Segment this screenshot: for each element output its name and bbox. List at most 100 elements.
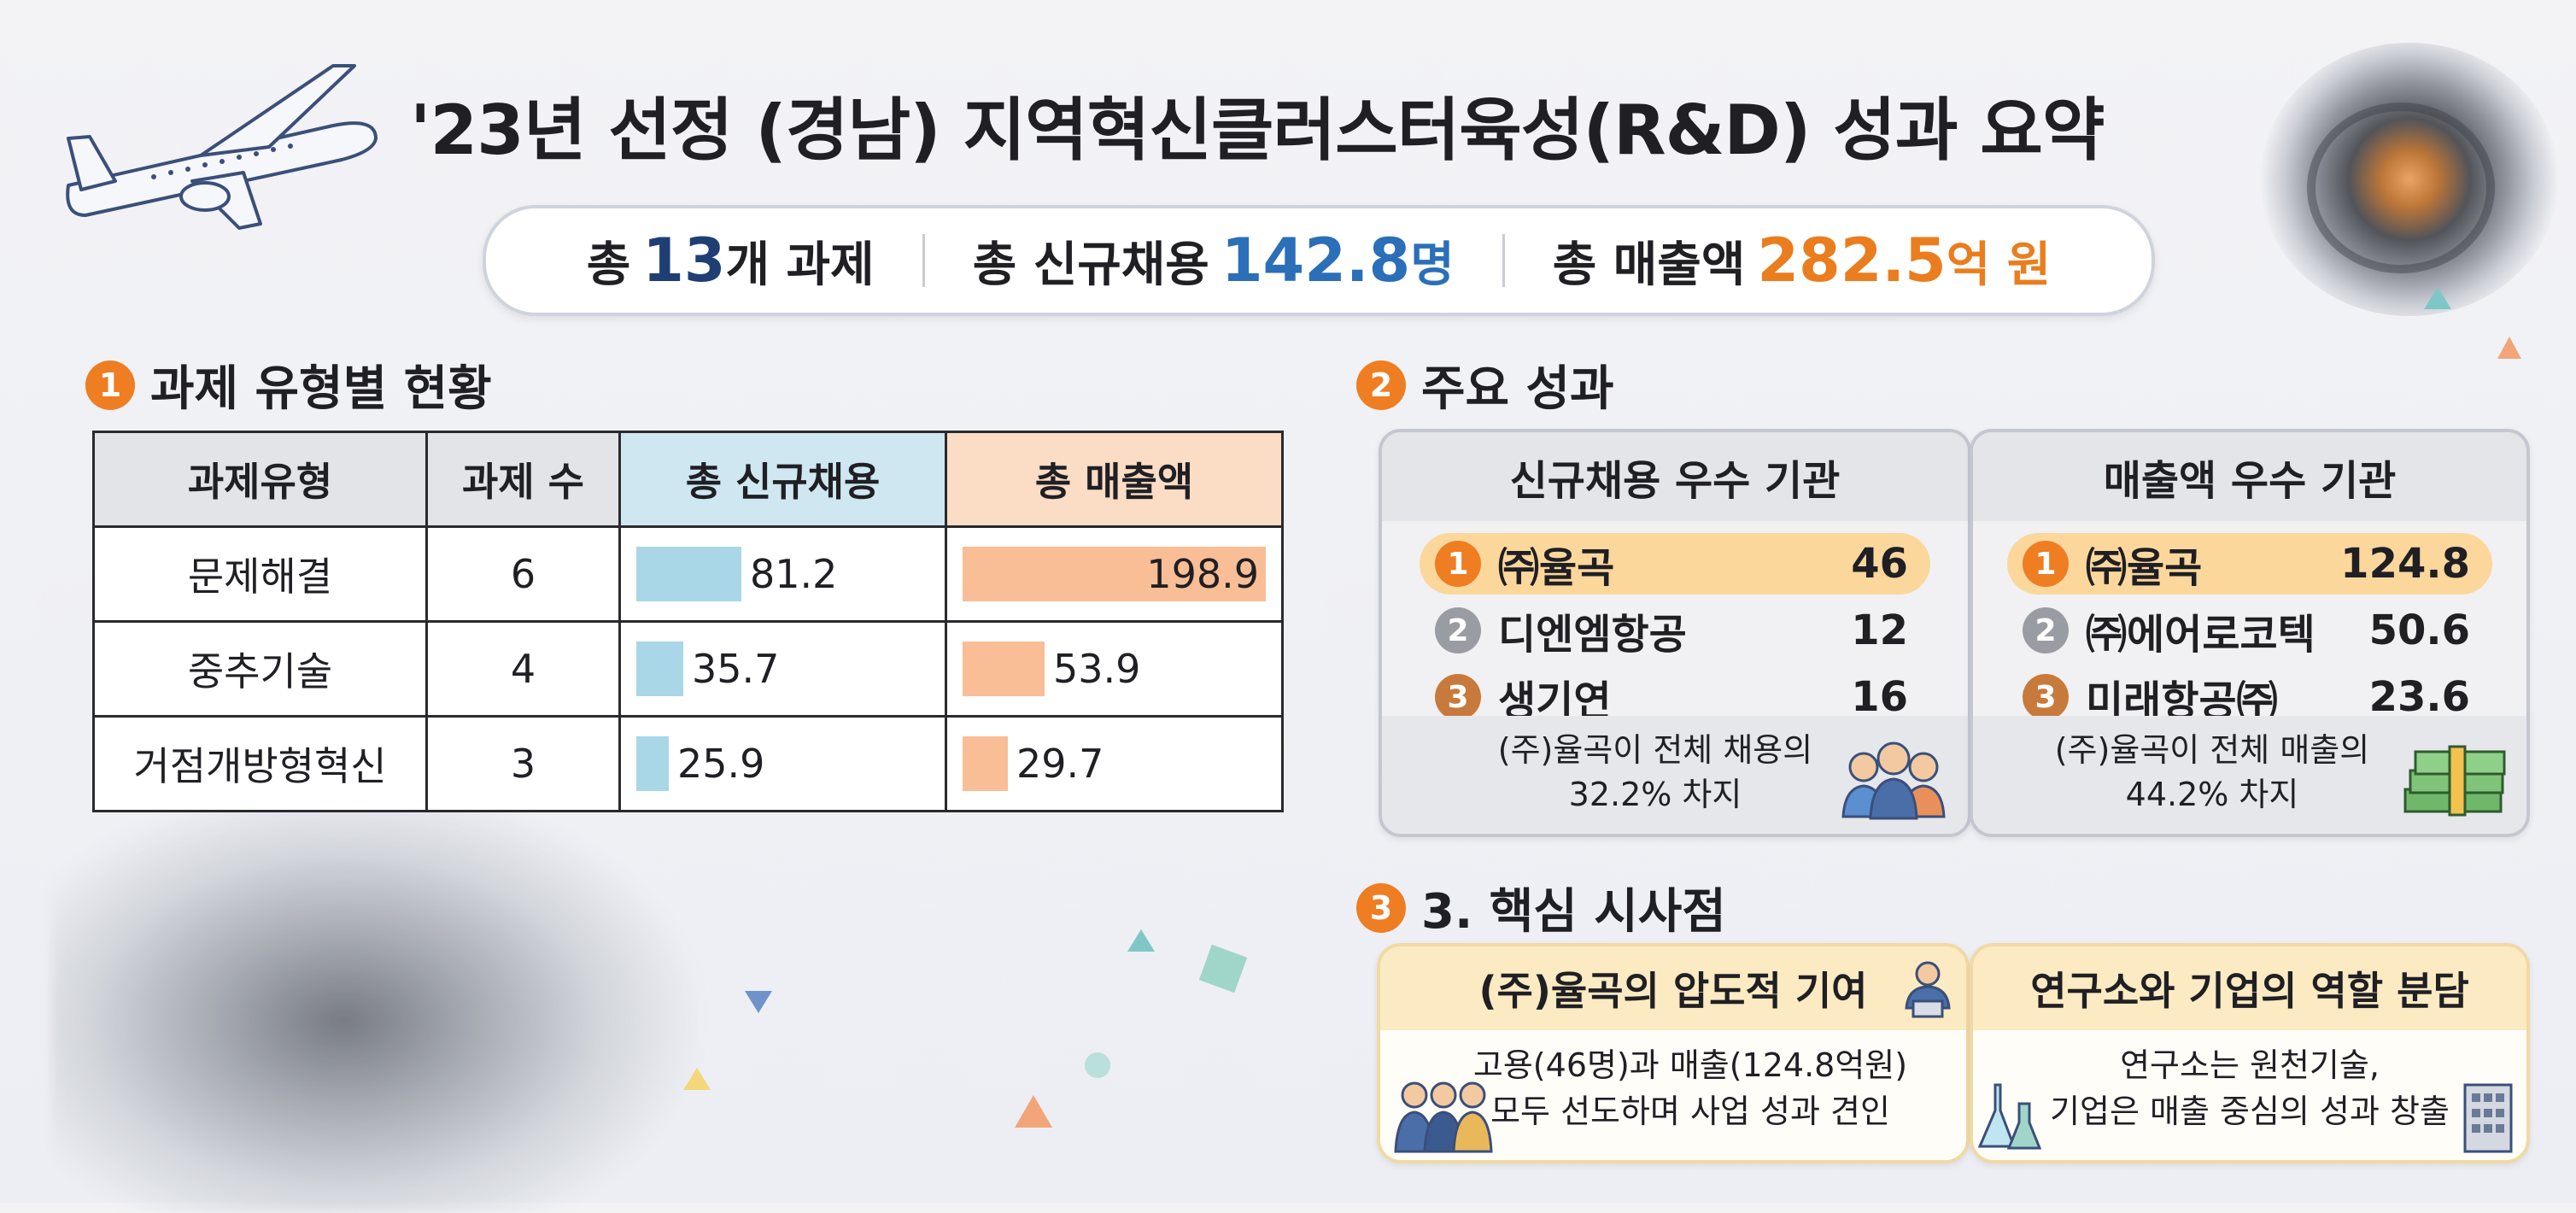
hires-value: 35.7 — [692, 646, 780, 692]
worker-icon — [1905, 961, 1951, 1018]
deco-triangle — [1015, 1095, 1052, 1128]
task-type-table: 과제유형 과제 수 총 신규채용 총 매출액 문제해결 6 81.2 198.9… — [92, 431, 1284, 812]
summary-hires-label: 총 신규채용 — [972, 237, 1209, 293]
building-icon — [2463, 1083, 2513, 1153]
deco-dot — [1085, 1052, 1110, 1078]
section-title: 과제 유형별 현황 — [150, 361, 492, 417]
cell-type: 문제해결 — [92, 525, 428, 623]
cell-hires: 25.9 — [618, 715, 947, 812]
summary-sales-unit: 억 원 — [1946, 237, 2052, 293]
insight-card-yulgok: (주)율곡의 압도적 기여 고용(46명)과 매출(124.8억원) 모두 선도… — [1377, 943, 1970, 1163]
cell-sales: 29.7 — [945, 715, 1284, 812]
cell-count: 6 — [425, 525, 621, 623]
cell-sales: 198.9 — [945, 525, 1284, 623]
sales-value: 198.9 — [1146, 551, 1259, 597]
summary-tasks-unit: 개 과제 — [725, 237, 875, 293]
section-badge: 3 — [1356, 882, 1406, 933]
sales-bar — [963, 736, 1008, 791]
hiring-rank-list: 1 ㈜율곡 46 2 디엔엠항공 12 3 생기연 16 — [1382, 521, 1968, 728]
sales-bar — [963, 642, 1045, 696]
cell-type: 중추기술 — [92, 620, 428, 718]
rank-badge: 2 — [2023, 607, 2069, 653]
rank-item: 1 ㈜율곡 124.8 — [2007, 533, 2492, 595]
table-row: 문제해결 6 81.2 198.9 — [92, 525, 1284, 623]
hiring-top-card: 신규채용 우수 기관 1 ㈜율곡 46 2 디엔엠항공 12 3 생기연 16 … — [1379, 429, 1971, 837]
note-line: 44.2% 차지 — [2125, 776, 2299, 813]
rank-item: 2 ㈜에어로코텍 50.6 — [2007, 600, 2492, 661]
deco-triangle — [683, 1068, 711, 1090]
table-header-sales: 총 매출액 — [945, 431, 1284, 528]
cell-sales: 53.9 — [945, 620, 1284, 718]
summary-bar: 총 13 개 과제 총 신규채용 142.8 명 총 매출액 282.5 억 원 — [483, 205, 2155, 316]
summary-tasks: 총 13 개 과제 — [539, 226, 922, 296]
rank-value: 124.8 — [2340, 540, 2470, 588]
summary-hires: 총 신규채용 142.8 명 — [925, 226, 1502, 296]
sales-rank-list: 1 ㈜율곡 124.8 2 ㈜에어로코텍 50.6 3 미래항공㈜ 23.6 — [1973, 521, 2526, 728]
rank-badge: 1 — [1435, 541, 1481, 587]
lab-flask-icon — [1977, 1083, 2042, 1150]
sales-value: 53.9 — [1053, 646, 1141, 692]
deco-triangle — [745, 991, 772, 1013]
table-header-hires: 총 신규채용 — [618, 431, 947, 528]
summary-sales-value: 282.5 — [1757, 226, 1947, 296]
people-group-icon — [1841, 741, 1946, 820]
section-title: 주요 성과 — [1421, 361, 1614, 417]
deco-triangle — [1127, 929, 1155, 952]
insight-title: 연구소와 기업의 역할 분담 — [1973, 946, 2526, 1030]
insight-line: 모두 선도하며 사업 성과 견인 — [1490, 1093, 1890, 1130]
cell-type: 거점개방형혁신 — [92, 715, 428, 812]
cell-hires: 35.7 — [618, 620, 947, 718]
section-header-task-types: 1 과제 유형별 현황 — [85, 350, 492, 419]
hires-bar — [636, 547, 741, 601]
section-header-insights: 3 3. 핵심 시사점 — [1356, 873, 1726, 942]
hiring-note: (주)율곡이 전체 채용의 32.2% 차지 — [1382, 716, 1968, 834]
sales-note: (주)율곡이 전체 매출의 44.2% 차지 — [1973, 716, 2526, 834]
money-stack-icon — [2403, 745, 2506, 817]
sales-value: 29.7 — [1016, 741, 1104, 787]
cell-hires: 81.2 — [618, 525, 947, 623]
summary-tasks-label: 총 — [586, 237, 631, 293]
team-icon — [1394, 1081, 1493, 1153]
insight-card-roles: 연구소와 기업의 역할 분담 연구소는 원천기술, 기업은 매출 중심의 성과 … — [1970, 943, 2530, 1163]
section-badge: 1 — [85, 360, 135, 410]
cell-count: 3 — [425, 715, 621, 812]
deco-triangle — [2497, 337, 2521, 359]
hires-value: 81.2 — [750, 551, 838, 597]
note-line: (주)율곡이 전체 채용의 — [1497, 731, 1813, 769]
section-badge: 2 — [1356, 360, 1406, 410]
table-header-type: 과제유형 — [92, 431, 428, 528]
hires-bar — [636, 736, 669, 791]
card-title: 매출액 우수 기관 — [1973, 432, 2526, 521]
gear-background-image — [51, 786, 700, 1213]
summary-hires-value: 142.8 — [1221, 226, 1411, 296]
insight-line: 연구소는 원천기술, — [2120, 1046, 2380, 1084]
rank-value: 46 — [1851, 540, 1908, 588]
card-title: 신규채용 우수 기관 — [1382, 432, 1968, 521]
insight-title: (주)율곡의 압도적 기여 — [1380, 946, 1966, 1030]
table-row: 거점개방형혁신 3 25.9 29.7 — [92, 715, 1284, 812]
rank-value: 23.6 — [2368, 673, 2470, 721]
table-row: 중추기술 4 35.7 53.9 — [92, 620, 1284, 718]
rank-org-name: ㈜에어로코텍 — [2086, 611, 2315, 659]
section-header-key-results: 2 주요 성과 — [1356, 350, 1614, 419]
page-title: '23년 선정 (경남) 지역혁신클러스터육성(R&D) 성과 요약 — [410, 91, 2105, 170]
rank-badge: 3 — [1435, 674, 1481, 720]
hires-bar — [636, 642, 683, 696]
table-header-count: 과제 수 — [425, 431, 621, 528]
airplane-icon — [66, 64, 378, 230]
rank-value: 12 — [1851, 606, 1908, 654]
rank-item: 1 ㈜율곡 46 — [1420, 533, 1930, 595]
section-title: 3. 핵심 시사점 — [1421, 884, 1726, 940]
sales-bar — [963, 547, 1266, 601]
cell-count: 4 — [425, 620, 621, 718]
rank-org-name: ㈜율곡 — [2086, 544, 2203, 592]
summary-divider — [922, 234, 925, 287]
summary-divider — [1502, 234, 1505, 287]
rank-value: 16 — [1851, 673, 1908, 721]
rank-badge: 2 — [1435, 607, 1481, 653]
rank-value: 50.6 — [2368, 606, 2470, 654]
summary-tasks-value: 13 — [642, 226, 726, 296]
rank-badge: 1 — [2023, 541, 2069, 587]
jet-engine-ring — [2307, 103, 2495, 273]
sales-top-card: 매출액 우수 기관 1 ㈜율곡 124.8 2 ㈜에어로코텍 50.6 3 미래… — [1970, 429, 2530, 837]
